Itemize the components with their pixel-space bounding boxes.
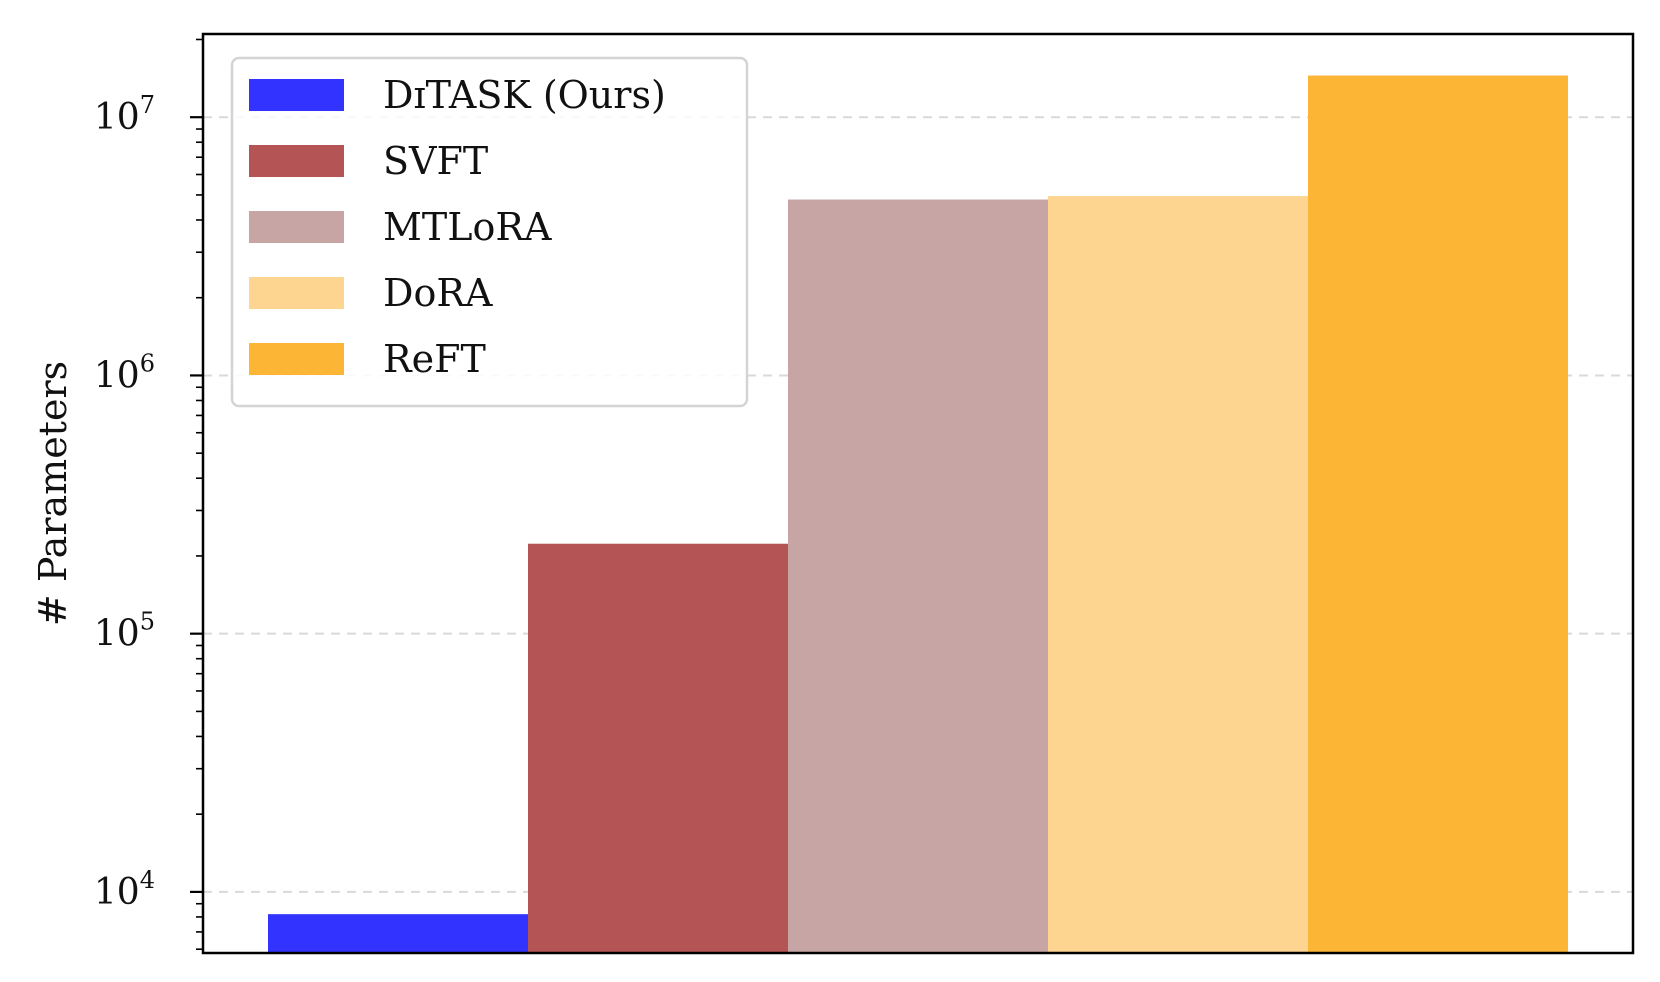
legend: DɪTASK (Ours) SVFT MTLoRA DoRA ReFT [230, 56, 749, 408]
legend-label-4: ReFT [383, 337, 486, 381]
y-tick-label-0: 104 [94, 866, 155, 913]
legend-swatch-2 [249, 211, 344, 243]
plot-frame [201, 32, 1635, 955]
bars [268, 75, 1568, 953]
bar-0 [268, 914, 528, 953]
legend-swatch-1 [249, 145, 344, 177]
y-axis-label: # Parameters [31, 361, 75, 626]
legend-label-3: DoRA [383, 271, 493, 315]
y-tick-label-2: 106 [94, 349, 155, 396]
legend-swatch-4 [249, 343, 344, 375]
legend-swatch-3 [249, 277, 344, 309]
bar-1 [528, 543, 788, 953]
y-axis-ticks: 104 105 106 107 [94, 38, 203, 950]
legend-swatch-0 [249, 79, 344, 111]
y-tick-label-3: 107 [94, 91, 155, 138]
bar-4 [1308, 75, 1568, 953]
bar-2 [788, 199, 1048, 953]
bar-3 [1048, 196, 1308, 953]
legend-box [230, 56, 749, 408]
legend-label-2: MTLoRA [383, 205, 552, 249]
legend-label-1: SVFT [383, 139, 488, 183]
legend-label-0: DɪTASK (Ours) [383, 73, 666, 117]
y-tick-label-1: 105 [94, 608, 155, 655]
